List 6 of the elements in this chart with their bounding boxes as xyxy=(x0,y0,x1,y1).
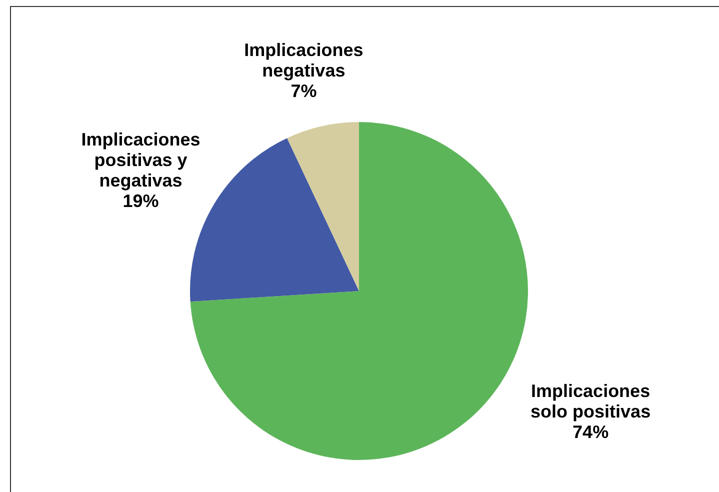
data-label: 74% xyxy=(572,422,609,442)
slice-label: Implicaciones negativas xyxy=(244,40,364,81)
data-label: 19% xyxy=(122,191,159,212)
slice-label: Implicaciones positivas y negativas xyxy=(81,130,200,191)
slice-label: Implicaciones solo positivas xyxy=(530,380,651,422)
data-label: 7% xyxy=(290,81,317,102)
